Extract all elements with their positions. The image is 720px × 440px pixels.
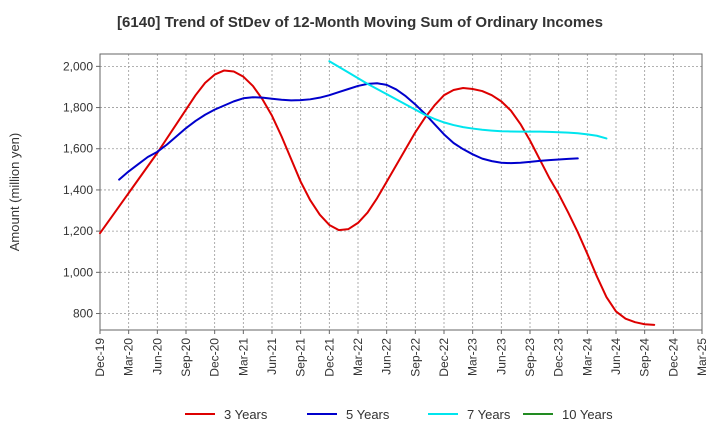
y-tick-label: 800 [73,307,93,321]
grid [99,54,703,330]
x-tick-label: Mar-21 [236,338,250,376]
x-tick-label: Jun-23 [494,338,508,375]
x-tick-label: Jun-22 [380,338,394,375]
y-tick-label: 1,800 [63,101,93,115]
y-tick-label: 1,400 [63,183,93,197]
x-tick-label: Sep-23 [523,338,537,377]
y-axis-title: Amount (million yen) [7,133,22,252]
chart-title: [6140] Trend of StDev of 12-Month Moving… [117,14,603,31]
x-tick-label: Dec-24 [666,338,680,377]
x-tick-label: Dec-23 [552,338,566,377]
x-tick-label: Sep-22 [408,338,422,377]
x-tick-label: Dec-20 [208,338,222,377]
legend-label: 7 Years [467,407,511,422]
x-tick-label: Dec-22 [437,338,451,377]
x-tick-label: Mar-24 [580,338,594,376]
legend-label: 3 Years [224,407,268,422]
plot-frame [99,53,703,331]
x-tick-label: Jun-20 [150,338,164,375]
x-tick-label: Sep-24 [638,338,652,377]
series-line-5-years [118,82,579,181]
x-axis: Dec-19 Mar-20 Jun-20 Sep-20 Dec-20 Mar-21 Jun-… [93,330,709,377]
x-tick-label: Mar-22 [351,338,365,376]
x-tick-label: Mar-23 [466,338,480,376]
x-tick-label: Sep-20 [179,338,193,377]
series-line-3-years [99,69,656,326]
x-tick-label: Jun-24 [609,338,623,375]
x-tick-label: Mar-20 [122,338,136,376]
legend: 3 Years 5 Years 7 Years 10 Years [185,407,613,422]
series-lines [99,60,656,326]
legend-label: 5 Years [346,407,390,422]
y-axis: 800 1,000 1,200 1,400 1,600 1,800 2,000 [63,59,100,321]
x-tick-label: Dec-19 [93,338,107,377]
y-tick-label: 1,600 [63,142,93,156]
legend-label: 10 Years [562,407,613,422]
x-tick-label: Sep-21 [294,338,308,377]
y-tick-label: 1,200 [63,224,93,238]
y-tick-label: 1,000 [63,265,93,279]
x-tick-label: Mar-25 [695,338,709,376]
x-tick-label: Dec-21 [322,338,336,377]
x-tick-label: Jun-21 [265,338,279,375]
series-line-7-years [328,60,608,140]
y-tick-label: 2,000 [63,59,93,73]
